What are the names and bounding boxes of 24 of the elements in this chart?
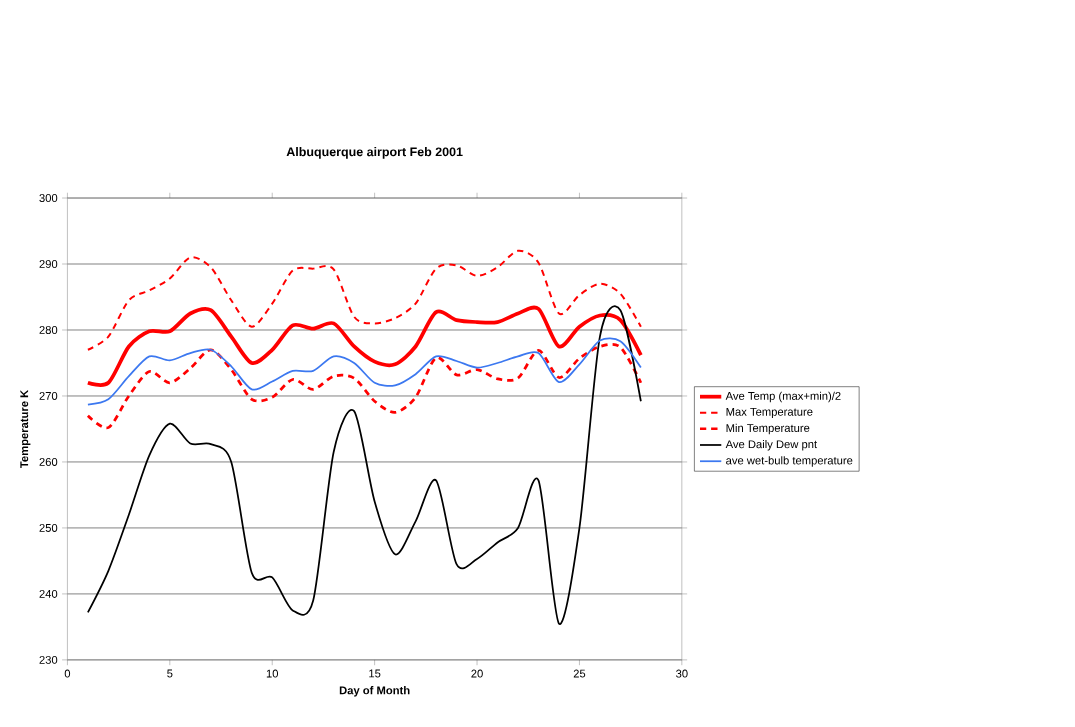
y-tick-label: 260 — [39, 457, 58, 466]
legend-label: Ave Daily Dew pnt — [725, 439, 818, 451]
y-tick-label: 280 — [39, 325, 58, 334]
y-tick-label: 250 — [39, 523, 58, 532]
y-tick-label: 240 — [39, 589, 58, 598]
x-tick-label: 15 — [369, 669, 381, 678]
x-tick-label: 5 — [167, 669, 173, 678]
y-tick-label: 270 — [39, 391, 58, 400]
y-tick-label: 230 — [39, 655, 58, 664]
y-axis-title: Temperature K — [20, 389, 31, 468]
legend-label: ave wet-bulb temperature — [726, 456, 853, 467]
line-series — [86, 249, 642, 351]
chart-title: Albuquerque airport Feb 2001 — [286, 146, 463, 159]
x-axis-title: Day of Month — [339, 685, 410, 697]
x-tick-label: 20 — [471, 669, 483, 678]
legend-label: Max Temperature — [726, 407, 813, 418]
legend-label: Ave Temp (max+min)/2 — [725, 391, 841, 403]
x-tick-label: 0 — [64, 669, 71, 678]
x-tick-label: 30 — [676, 669, 688, 678]
x-tick-label: 25 — [573, 669, 586, 678]
x-tick-label: 10 — [266, 669, 279, 678]
y-tick-label: 300 — [39, 193, 58, 202]
legend-label: Min Temperature — [726, 423, 810, 435]
y-tick-label: 290 — [39, 259, 58, 268]
